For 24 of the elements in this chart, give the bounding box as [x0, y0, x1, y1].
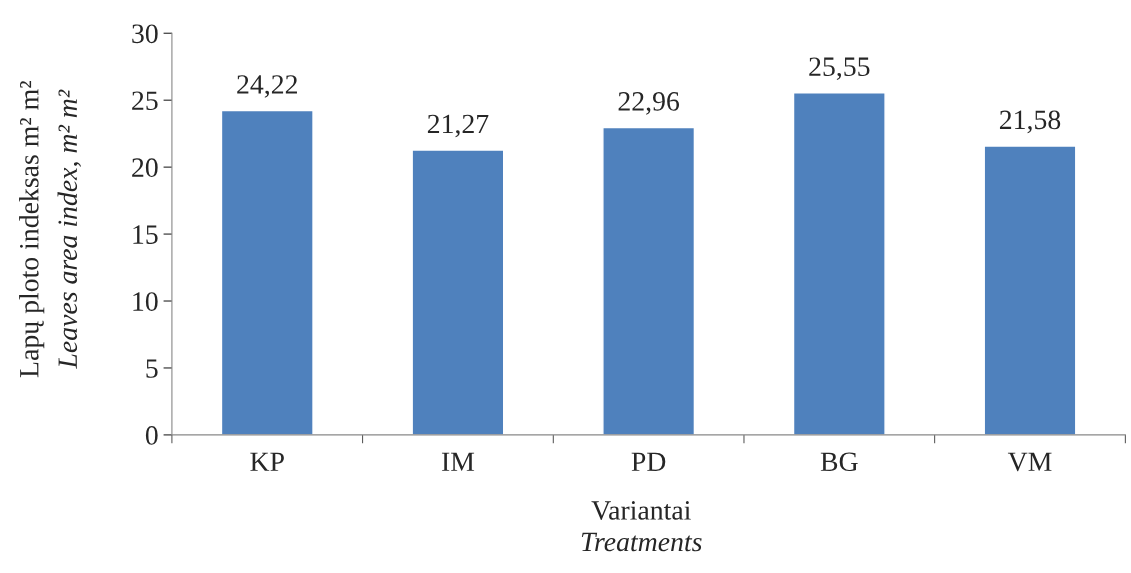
bar	[220, 109, 314, 435]
x-tick-label: PD	[631, 452, 666, 471]
x-tick-label: BG	[820, 452, 858, 472]
data-label: 22,96	[618, 92, 680, 115]
data-label: 24,22	[237, 75, 297, 98]
data-label: 21,58	[999, 110, 1061, 134]
y-tick-label: 30	[132, 24, 158, 44]
bar	[792, 92, 886, 435]
y-axis-title: Lapų ploto indeksas m² m² Leaves area index, m² m²	[19, 81, 82, 378]
bar	[411, 149, 505, 435]
x-tick-label: IM	[441, 452, 475, 471]
y-tick-label: 20	[132, 158, 158, 178]
y-tick-label: 10	[133, 292, 158, 311]
y-tick-label: 25	[132, 91, 158, 111]
data-label: 21,27	[427, 114, 489, 138]
y-tick-label: 0	[145, 426, 158, 445]
x-axis-title: Variantai Treatments	[581, 501, 702, 552]
data-label: 25,55	[809, 57, 870, 81]
x-tick-label: VM	[1007, 452, 1052, 472]
x-tick-label: KP	[250, 452, 284, 471]
bar	[602, 126, 696, 435]
y-tick-label: 5	[146, 359, 158, 378]
bar	[983, 145, 1077, 435]
y-tick-label: 15	[133, 225, 158, 244]
